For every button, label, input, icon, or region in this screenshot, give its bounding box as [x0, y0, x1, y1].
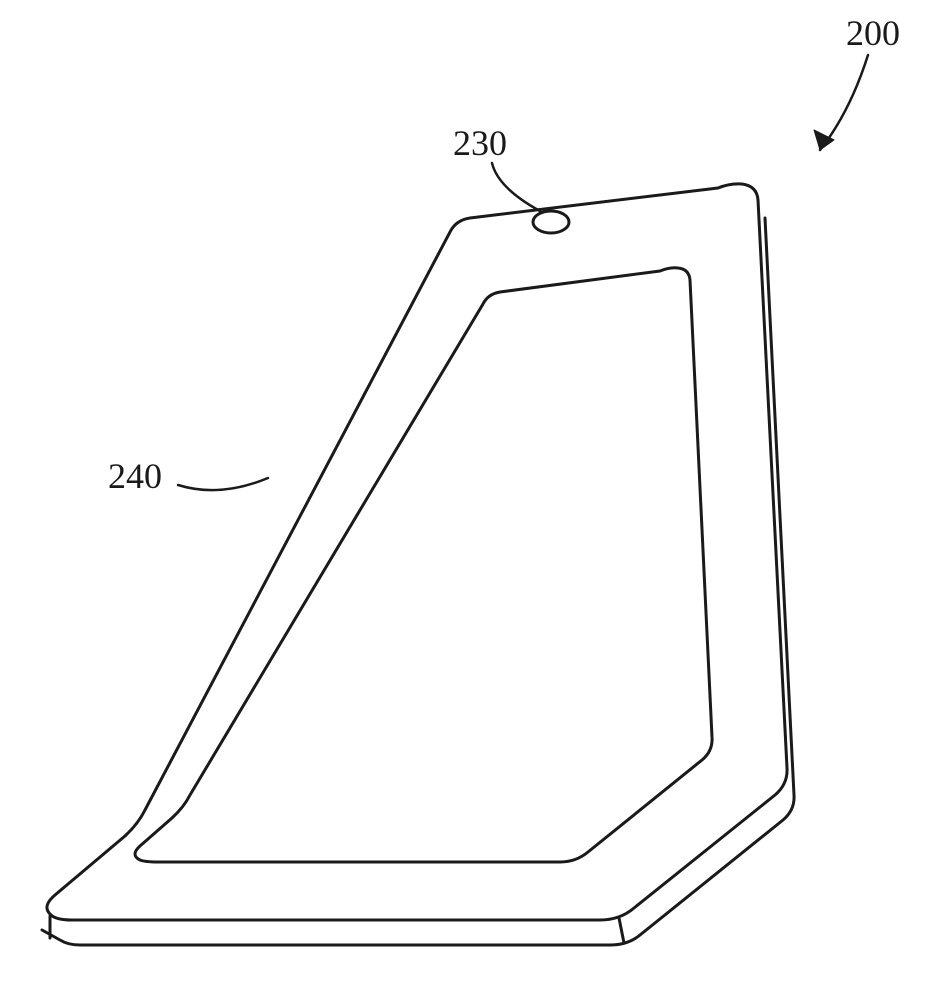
label-200: 200 — [846, 12, 900, 54]
leader-240 — [178, 478, 268, 490]
device-top-face — [47, 184, 787, 920]
leader-200-curve — [820, 55, 868, 150]
device-bottom-edge — [42, 218, 794, 945]
camera-lens — [533, 211, 569, 233]
leader-230 — [492, 163, 540, 211]
label-230: 230 — [453, 122, 507, 164]
device-corner-edge-right — [619, 918, 624, 943]
label-240: 240 — [108, 455, 162, 497]
device-screen — [135, 268, 712, 862]
